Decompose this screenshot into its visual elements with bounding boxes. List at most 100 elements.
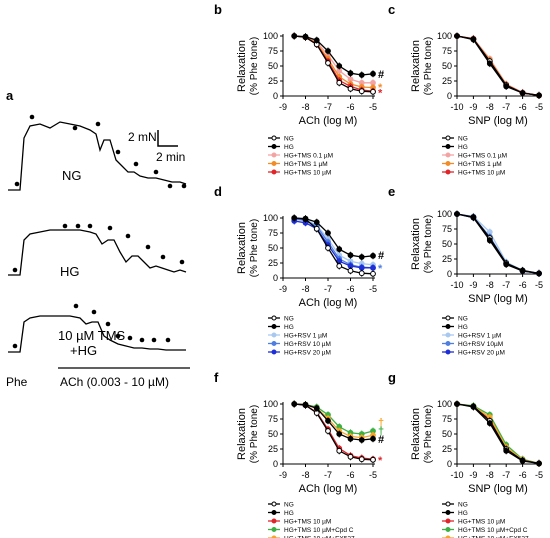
data-point bbox=[370, 252, 376, 259]
y-axis-label-2: (% Phe tone) bbox=[423, 405, 434, 463]
legend-marker bbox=[445, 510, 451, 515]
legend-entry: NG bbox=[458, 136, 468, 143]
data-point bbox=[347, 70, 354, 77]
y-tick-label: 100 bbox=[437, 209, 452, 219]
trace-dot bbox=[115, 149, 121, 155]
x-tick-label: -6 bbox=[346, 470, 354, 480]
x-axis-label: ACh (log M) bbox=[299, 115, 358, 127]
series-line bbox=[456, 35, 540, 97]
y-tick-label: 100 bbox=[263, 213, 278, 223]
series-line bbox=[294, 35, 374, 89]
legend-entry: HG+RSV 1 µM bbox=[458, 333, 501, 340]
x-tick-label: -9 bbox=[279, 470, 287, 480]
y-tick-label: 0 bbox=[273, 273, 278, 283]
trace-dot bbox=[139, 337, 145, 343]
data-point bbox=[313, 405, 320, 412]
x-tick-label: -6 bbox=[346, 284, 354, 294]
y-axis-label: Relaxation bbox=[410, 218, 422, 270]
series-line bbox=[294, 403, 374, 435]
legend-entry: HG+RSV 20 µM bbox=[284, 350, 331, 357]
x-tick-label: -9 bbox=[469, 280, 477, 290]
legend-entry: NG bbox=[458, 502, 468, 509]
x-tick-label: -8 bbox=[486, 102, 494, 112]
trace-dots bbox=[12, 114, 187, 349]
trace-dot bbox=[153, 169, 159, 175]
data-point bbox=[302, 401, 309, 408]
significance-marker: * bbox=[378, 455, 383, 467]
significance-marker: † bbox=[378, 417, 384, 429]
data-point bbox=[336, 246, 343, 253]
x-tick-label: -7 bbox=[502, 470, 510, 480]
data-point bbox=[358, 264, 365, 271]
legend-marker bbox=[271, 161, 277, 166]
y-tick-label: 0 bbox=[273, 91, 278, 101]
x-tick-label: -8 bbox=[301, 470, 309, 480]
data-point bbox=[302, 215, 309, 222]
significance-marker: * bbox=[378, 87, 383, 99]
trace-dot bbox=[127, 335, 133, 341]
legend-marker bbox=[271, 501, 277, 507]
trace-dot bbox=[14, 181, 20, 187]
data-point bbox=[358, 456, 365, 463]
data-point bbox=[336, 79, 343, 86]
data-point bbox=[347, 85, 354, 92]
x-tick-label: -6 bbox=[519, 280, 527, 290]
series-line bbox=[456, 35, 540, 97]
x-axis-label: ACh (log M) bbox=[299, 483, 358, 495]
legend-marker bbox=[445, 332, 451, 338]
trace-hg bbox=[8, 229, 187, 276]
data-point bbox=[370, 88, 376, 95]
data-point bbox=[536, 92, 542, 99]
data-point bbox=[519, 268, 526, 274]
data-point bbox=[470, 404, 477, 410]
data-point bbox=[536, 270, 542, 277]
y-tick-label: 50 bbox=[442, 61, 452, 71]
legend-marker bbox=[445, 144, 451, 149]
legend-marker bbox=[271, 332, 277, 338]
trace-dot bbox=[145, 244, 151, 250]
y-tick-label: 0 bbox=[447, 269, 452, 279]
x-tick-label: -6 bbox=[346, 102, 354, 112]
legend-entry: HG+TMS 0.1 µM bbox=[458, 153, 507, 160]
data-point bbox=[454, 401, 460, 407]
trace-dot bbox=[72, 125, 78, 131]
y-tick-label: 100 bbox=[437, 399, 452, 409]
legend-marker bbox=[271, 144, 277, 149]
data-point bbox=[370, 264, 376, 271]
data-point bbox=[358, 270, 365, 277]
y-tick-label: 75 bbox=[442, 46, 452, 56]
data-point bbox=[454, 211, 460, 217]
y-tick-label: 75 bbox=[268, 414, 278, 424]
trace-tms bbox=[8, 315, 186, 353]
panel-label-d: d bbox=[214, 184, 222, 199]
x-tick-label: -8 bbox=[486, 280, 494, 290]
legend-marker bbox=[271, 152, 277, 158]
series-line bbox=[456, 35, 540, 97]
series-line bbox=[456, 213, 540, 275]
data-point bbox=[313, 225, 320, 232]
legend-entry: HG bbox=[458, 144, 468, 151]
trace-dot bbox=[105, 321, 111, 327]
y-axis-label: Relaxation bbox=[236, 40, 248, 92]
data-point bbox=[302, 33, 309, 40]
chart-f: f 0 25 50 75 100 -9 -8 -7 -6 -5 Relaxation (% Phe to… bbox=[214, 370, 384, 538]
panel-label-f: f bbox=[214, 370, 219, 385]
data-point bbox=[536, 460, 542, 467]
ach-label: ACh (0.003 - 10 µM) bbox=[60, 375, 169, 389]
data-point bbox=[291, 401, 298, 407]
legend-marker bbox=[445, 161, 451, 166]
y-tick-label: 25 bbox=[268, 76, 278, 86]
x-tick-label: -7 bbox=[324, 470, 332, 480]
data-point bbox=[486, 420, 493, 427]
trace-dot bbox=[107, 225, 113, 231]
legend-entry: HG+TMS 10 µM+EX527 bbox=[284, 536, 355, 538]
trace-dot bbox=[151, 337, 157, 343]
x-axis-label: SNP (log M) bbox=[468, 293, 528, 305]
panel-label-b: b bbox=[214, 2, 222, 17]
panel-label-g: g bbox=[388, 370, 396, 385]
y-tick-label: 0 bbox=[273, 459, 278, 469]
data-point bbox=[370, 456, 376, 463]
y-tick-label: 25 bbox=[268, 258, 278, 268]
trace-dot bbox=[125, 233, 131, 239]
